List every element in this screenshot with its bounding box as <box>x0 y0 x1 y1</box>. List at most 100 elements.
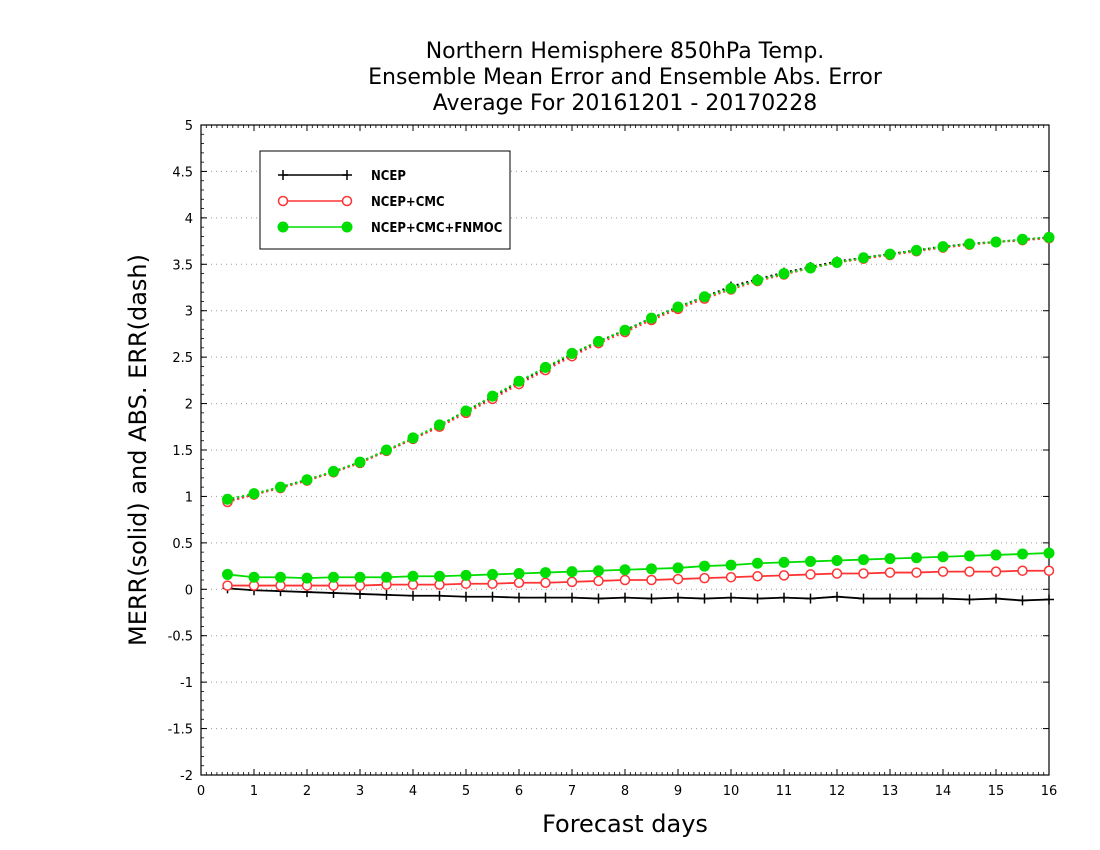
y-tick-label: -1 <box>180 676 193 691</box>
x-tick-label: 10 <box>723 784 740 799</box>
data-point <box>672 301 684 313</box>
data-point <box>434 419 445 431</box>
data-point <box>566 566 578 578</box>
data-point <box>593 575 604 587</box>
legend-label: NCEP <box>371 169 406 184</box>
x-tick-label: 16 <box>1041 784 1058 799</box>
data-point <box>752 593 763 604</box>
data-point <box>990 566 1002 577</box>
data-point <box>725 559 737 571</box>
data-point <box>328 465 339 477</box>
data-point <box>407 570 419 582</box>
data-point <box>540 567 551 579</box>
x-tick-label: 0 <box>197 784 205 799</box>
data-point <box>858 252 869 264</box>
data-point <box>832 591 842 602</box>
series-line <box>227 569 1049 587</box>
x-tick-label: 6 <box>515 784 523 799</box>
data-point <box>831 568 843 579</box>
chart-title: Northern Hemisphere 850hPa Temp. Ensembl… <box>368 39 883 116</box>
grid <box>201 170 1049 730</box>
y-tick-label: 3.5 <box>172 258 193 273</box>
data-point <box>566 576 578 588</box>
data-point <box>805 593 816 604</box>
y-tick-label: 4.5 <box>172 165 193 180</box>
legend-entry: NCEP <box>278 169 406 184</box>
data-point <box>858 568 869 579</box>
series-ncep-cmc <box>222 565 1055 591</box>
x-tick-label: 15 <box>988 784 1005 799</box>
data-point <box>248 488 260 500</box>
data-point <box>964 550 975 562</box>
data-point <box>884 248 896 260</box>
data-point <box>646 574 657 586</box>
data-point <box>381 589 392 600</box>
data-point <box>964 566 975 577</box>
data-point <box>248 571 260 583</box>
data-point <box>752 571 763 582</box>
data-point <box>778 556 790 568</box>
data-point <box>911 244 922 256</box>
data-point <box>593 593 604 604</box>
data-point <box>990 236 1002 248</box>
data-point <box>646 593 657 604</box>
data-point <box>461 591 471 602</box>
data-point <box>911 593 922 604</box>
data-point <box>805 569 816 580</box>
series-line <box>227 552 1050 580</box>
data-point <box>619 564 631 576</box>
series-ncep-cmc-fnmoc-abs <box>222 231 1055 505</box>
data-point <box>513 577 525 589</box>
data-point <box>1043 231 1055 243</box>
x-tick-label: 8 <box>621 784 629 799</box>
data-point <box>513 375 525 387</box>
legend-marker-end <box>341 221 353 233</box>
data-point <box>831 256 843 268</box>
x-tick-label: 7 <box>568 784 576 799</box>
data-point <box>1043 565 1055 576</box>
data-point <box>222 580 233 591</box>
data-point <box>778 268 790 280</box>
data-point <box>778 570 790 581</box>
data-point <box>805 262 816 274</box>
data-point <box>566 347 578 359</box>
data-point <box>328 571 339 583</box>
x-tick-label: 11 <box>776 784 793 799</box>
data-point <box>911 552 922 564</box>
data-point <box>487 568 498 580</box>
y-tick-label: 3 <box>185 305 193 320</box>
data-point <box>1017 595 1028 606</box>
series-ncep-abs <box>222 232 1054 507</box>
data-point <box>937 551 949 563</box>
legend: NCEP NCEP+CMC NCEP+CMC+FNMOC <box>259 150 511 250</box>
y-tick-label: 1.5 <box>172 444 193 459</box>
data-point <box>699 572 710 584</box>
data-point <box>673 592 683 603</box>
y-tick-label: -1.5 <box>168 723 193 738</box>
x-tick-label: 2 <box>303 784 311 799</box>
data-point <box>434 570 445 582</box>
series-ncep-cmc-abs <box>222 233 1055 508</box>
y-tick-label: 0 <box>185 583 193 598</box>
data-point <box>301 474 313 486</box>
y-tick-label: 2 <box>185 398 193 413</box>
data-point <box>725 282 737 294</box>
x-tick-label: 3 <box>356 784 364 799</box>
title-line-3: Average For 20161201 - 20170228 <box>433 91 818 116</box>
legend-marker-start <box>277 221 289 233</box>
data-point <box>672 562 684 574</box>
data-point <box>275 481 286 493</box>
y-tick-label: 4 <box>185 212 193 227</box>
data-point <box>884 553 896 565</box>
data-point <box>885 593 895 604</box>
legend-marker-start <box>278 170 288 180</box>
data-point <box>990 549 1002 561</box>
data-point <box>726 592 736 603</box>
data-point <box>858 554 869 566</box>
x-tick-label: 14 <box>935 784 952 799</box>
legend-marker-end <box>342 170 352 180</box>
data-point <box>487 591 498 602</box>
data-point <box>354 571 366 583</box>
data-point <box>1043 547 1055 559</box>
data-point <box>222 568 233 580</box>
